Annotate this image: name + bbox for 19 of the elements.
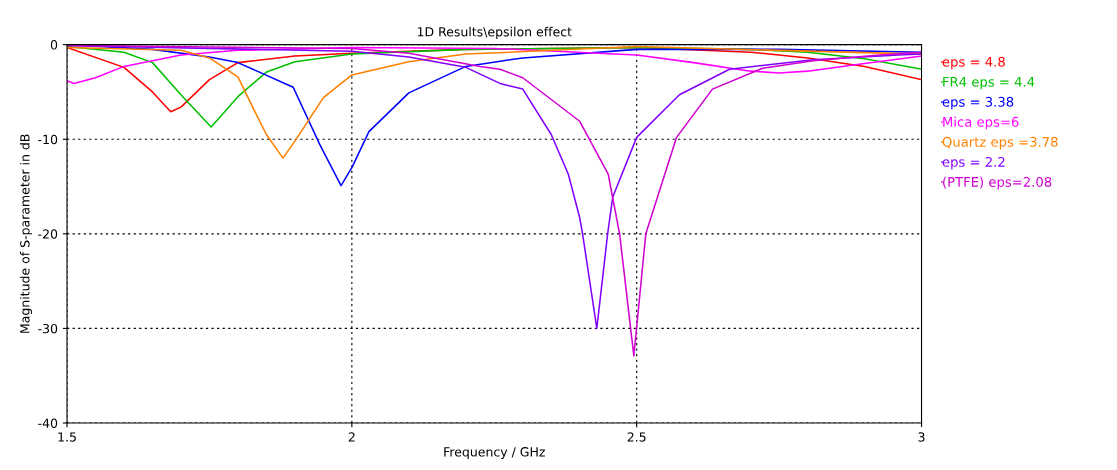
y-axis-title: Magnitude of S-parameter in dB [19,134,33,333]
y-tick-label: -30 [38,323,58,334]
legend-label: (PTFE) eps=2.08 [943,176,1052,190]
x-tick-label: 2 [348,432,355,442]
x-tick-label: 3 [918,432,925,442]
chart-title: 1D Results\epsilon effect [417,26,572,39]
legend-label: eps = 2.2 [942,156,1005,170]
x-tick-label: 2.5 [627,432,646,442]
x-axis-title: Frequency / GHz [444,447,545,459]
legend-label: eps = 3.38 [942,96,1014,110]
y-tick-label: -40 [38,418,58,428]
y-tick-label: 0 [50,40,58,50]
y-tick-label: -20 [38,229,58,239]
legend-label: Quartz eps =3.78 [942,136,1058,150]
legend-label: FR4 eps = 4.4 [943,76,1035,90]
y-tick-label: -10 [38,134,58,145]
legend-label: eps = 4.8 [942,56,1005,70]
x-tick-label: 1.5 [58,432,76,442]
legend-label: Mica eps=6 [943,116,1019,130]
